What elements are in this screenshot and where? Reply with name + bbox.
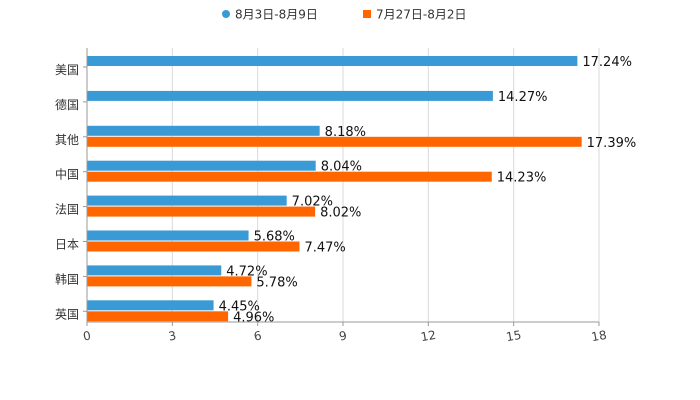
x-tick-label-9: 9 [338,328,348,343]
data-label-series-1: 4.45% [219,299,260,314]
data-label-series-1: 8.04% [321,160,362,175]
x-tick-label-18: 18 [590,328,607,344]
bar-series-1 [87,230,249,241]
data-label-series-1: 4.72% [226,264,267,279]
category-label: 中国 [55,167,79,182]
data-label-series-1: 5.68% [254,230,295,245]
bar-series-2 [87,206,316,217]
bar-series-1 [87,125,320,136]
bar-series-1 [87,265,222,276]
legend-label: 7月27日-8月2日 [376,8,467,22]
bars [87,56,582,322]
bar-series-1 [87,160,316,171]
bar-series-1 [87,195,287,206]
data-label-series-2: 7.47% [304,241,345,256]
x-tick-label-3: 3 [167,328,177,343]
x-tick-label-6: 6 [253,328,263,343]
bar-series-1 [87,56,578,66]
legend-marker-circle-icon [222,10,230,18]
legend-item-2[interactable]: 7月27日-8月2日 [363,8,467,22]
legend-label: 8月3日-8月9日 [235,8,318,22]
category-label: 日本 [55,238,79,252]
x-tick-label-15: 15 [505,328,522,344]
data-label-series-2: 14.23% [497,171,547,186]
category-label: 韩国 [55,271,79,286]
bar-series-2 [87,311,229,322]
category-label: 其他 [55,133,79,147]
category-label: 英国 [55,307,79,321]
data-label-series-1: 14.27% [498,90,548,105]
data-label-series-2: 17.39% [587,136,637,151]
category-label: 美国 [55,63,79,77]
legend: 8月3日-8月9日 7月27日-8月2日 [222,8,467,22]
bar-series-1 [87,300,214,311]
x-tick-label-12: 12 [420,328,437,344]
axes: 0 3 6 9 12 15 18 [82,48,608,344]
bar-series-1 [87,90,493,101]
bar-series-2 [87,171,492,182]
bar-series-2 [87,136,582,147]
data-label-series-1: 17.24% [582,55,632,70]
x-tick-label-0: 0 [82,328,92,343]
data-label-series-2: 4.96% [233,310,274,325]
legend-marker-square-icon [363,10,371,18]
data-label-series-2: 5.78% [256,275,297,290]
data-label-series-1: 8.18% [325,125,366,140]
labels: 美国 17.24% 德国 14.27% 其他 8.18% 17.39% 中国 8.04% 14.2… [55,55,636,325]
data-label-series-2: 8.02% [320,206,361,221]
bar-series-2 [87,241,300,252]
legend-item-1[interactable]: 8月3日-8月9日 [222,8,318,22]
category-label: 法国 [55,203,79,217]
bar-series-2 [87,276,252,287]
data-label-series-1: 7.02% [292,195,333,210]
category-label: 德国 [55,97,79,112]
